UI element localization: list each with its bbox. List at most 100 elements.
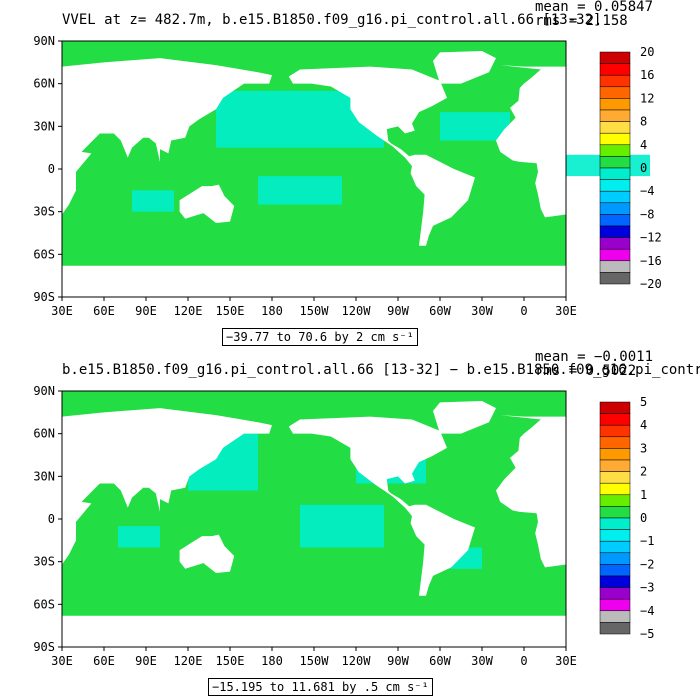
- plot-title: b.e15.B1850.f09_g16.pi_control.all.66 [1…: [62, 362, 700, 378]
- colorbar-swatch: [599, 459, 631, 472]
- land-mask: [496, 415, 566, 568]
- colorbar-swatch: [599, 401, 631, 414]
- colorbar-swatch: [599, 587, 631, 600]
- colorbar-swatch: [599, 413, 631, 426]
- lat-tick-label: 30N: [33, 119, 55, 133]
- colorbar-swatch: [599, 436, 631, 449]
- mean-value: mean = 0.05847: [535, 0, 654, 15]
- lon-tick-label: 120E: [174, 304, 203, 318]
- land-mask: [288, 416, 475, 596]
- colorbar-label: 0: [640, 161, 647, 175]
- lon-tick-label: 90W: [387, 654, 409, 668]
- lat-tick-label: 90N: [33, 34, 55, 48]
- lat-tick-label: 60S: [33, 247, 55, 261]
- rms-value: rms = 0.5022: [535, 363, 637, 379]
- colorbar-swatch: [599, 248, 631, 262]
- colorbar-label: −5: [640, 627, 654, 641]
- colorbar-swatch: [599, 260, 631, 273]
- lon-tick-label: 30W: [471, 654, 493, 668]
- lat-tick-label: 90N: [33, 384, 55, 398]
- lat-tick-label: 30N: [33, 469, 55, 483]
- colorbar-swatch: [599, 86, 631, 99]
- lon-tick-label: 150W: [300, 654, 330, 668]
- lon-tick-label: 0: [520, 654, 527, 668]
- colorbar-label: 0: [640, 511, 647, 525]
- ocean-patch: [118, 526, 160, 548]
- lon-tick-label: 30W: [471, 304, 493, 318]
- colorbar-label: 4: [640, 418, 647, 432]
- land-mask: [433, 50, 496, 84]
- lat-tick-label: 0: [48, 512, 55, 526]
- lon-tick-label: 180: [261, 654, 283, 668]
- colorbar-swatch: [599, 272, 631, 285]
- colorbar-swatch: [599, 109, 631, 122]
- colorbar-label: −12: [640, 231, 662, 245]
- colorbar-swatch: [599, 214, 631, 227]
- ocean-patch: [440, 112, 510, 141]
- lon-tick-label: 150E: [216, 654, 245, 668]
- colorbar-label: −16: [640, 254, 662, 268]
- colorbar-swatch: [599, 63, 631, 76]
- land-mask: [62, 408, 272, 565]
- colorbar-swatch: [599, 448, 631, 461]
- colorbar-swatch: [599, 517, 631, 530]
- lat-tick-label: 90S: [33, 290, 55, 304]
- colorbar-swatch: [599, 622, 631, 635]
- colorbar-swatch: [599, 132, 631, 146]
- panel-vvel: 90N 60N 30N 0 30S 60S 90S 30E 60E 90E 120E 150E 180 1…: [33, 0, 662, 346]
- lon-tick-label: 120W: [342, 654, 372, 668]
- land-mask: [288, 66, 475, 246]
- colorbar-label: 8: [640, 115, 647, 129]
- colorbar-swatch: [599, 225, 631, 238]
- panel-difference: 90N 60N 30N 0 30S 60S 90S 30E 60E 90E 120E 150E 180 1…: [0, 350, 700, 700]
- colorbar-swatch: [599, 564, 631, 577]
- colorbar-swatch: [599, 179, 631, 192]
- land-mask: [433, 400, 496, 434]
- mean-value: mean = −0.0011: [535, 349, 654, 365]
- colorbar-label: −1: [640, 534, 654, 548]
- lat-tick-label: 60S: [33, 597, 55, 611]
- colorbar-swatch: [599, 494, 631, 507]
- colorbar-swatch: [599, 190, 631, 204]
- colorbar-label: 20: [640, 45, 654, 59]
- lon-tick-label: 0: [520, 304, 527, 318]
- lat-tick-label: 60N: [33, 77, 55, 91]
- land-mask: [179, 184, 235, 224]
- colorbar-swatch: [599, 202, 631, 215]
- colorbar-swatch: [599, 529, 631, 542]
- lon-tick-label: 150E: [216, 304, 245, 318]
- lon-tick-label: 60W: [429, 304, 451, 318]
- lon-tick-label: 30E: [555, 654, 577, 668]
- land-mask: [496, 65, 566, 218]
- colorbar-label: 16: [640, 68, 654, 82]
- colorbar-swatch: [599, 121, 631, 134]
- lon-tick-label: 90W: [387, 304, 409, 318]
- lon-tick-label: 90E: [135, 654, 157, 668]
- colorbar-swatch: [599, 424, 631, 438]
- colorbar-swatch: [599, 471, 631, 484]
- colorbar-label: −20: [640, 277, 662, 291]
- ocean-patch: [132, 190, 174, 212]
- colorbar-swatch: [599, 540, 631, 554]
- lon-tick-label: 60E: [93, 654, 115, 668]
- colorbar-label: 5: [640, 395, 647, 409]
- lon-tick-label: 60E: [93, 304, 115, 318]
- colorbar-swatch: [599, 610, 631, 623]
- lon-tick-label: 150W: [300, 304, 330, 318]
- colorbar-swatch: [599, 98, 631, 111]
- land-mask: [179, 534, 235, 574]
- lat-tick-label: 90S: [33, 640, 55, 654]
- colorbar-swatch: [599, 552, 631, 565]
- colorbar-swatch: [599, 156, 631, 169]
- colorbar-label: 12: [640, 91, 654, 105]
- colorbar-swatch: [599, 144, 631, 157]
- colorbar-swatch: [599, 482, 631, 496]
- lon-tick-label: 30E: [51, 304, 73, 318]
- colorbar-swatch: [599, 74, 631, 88]
- colorbar-label: 2: [640, 465, 647, 479]
- colorbar-swatch: [599, 598, 631, 612]
- colorbar-swatch: [599, 237, 631, 250]
- lon-tick-label: 120E: [174, 654, 203, 668]
- lat-tick-label: 60N: [33, 427, 55, 441]
